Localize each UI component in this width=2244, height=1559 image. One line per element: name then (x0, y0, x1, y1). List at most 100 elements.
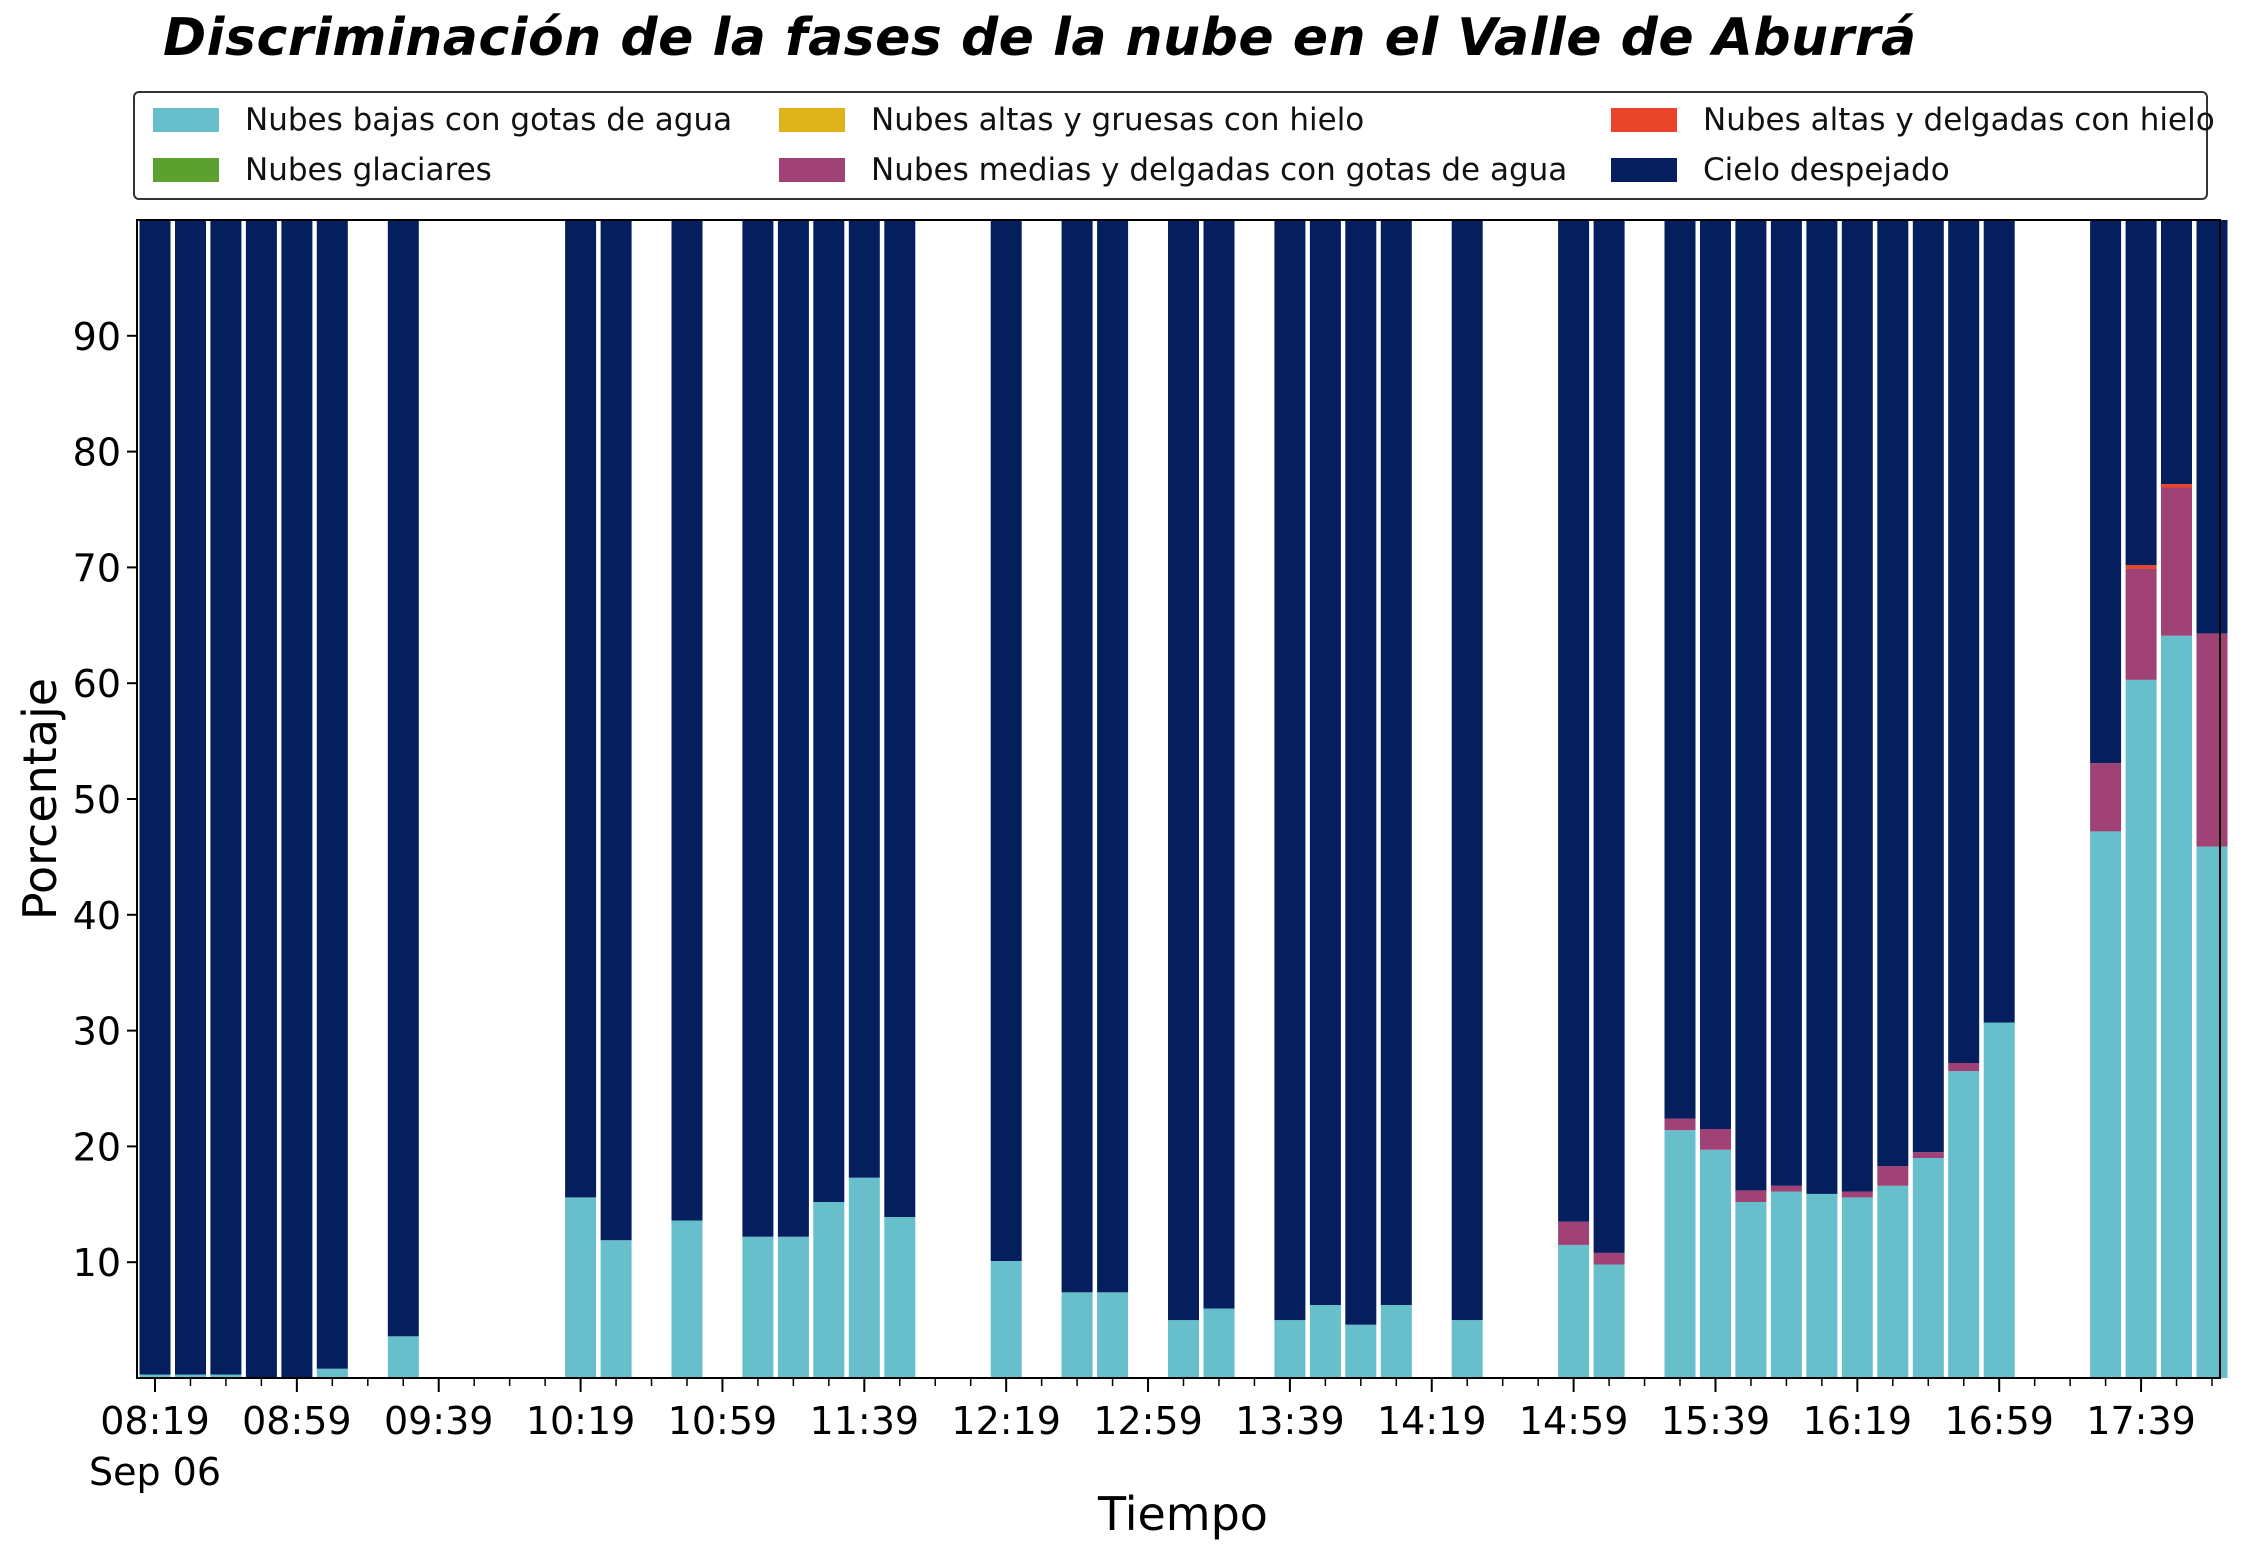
x-tick-label: 17:39 (2086, 1399, 2196, 1443)
y-tick-label: 50 (73, 778, 121, 822)
bar-segment (1912, 220, 1944, 1153)
x-tick-label: 10:19 (526, 1399, 636, 1443)
bar-segment (600, 1240, 632, 1378)
bar-segment (210, 220, 242, 1375)
bar-segment (1664, 1130, 1696, 1378)
x-tick-label: 09:39 (384, 1399, 494, 1443)
bar-segment (742, 1236, 774, 1378)
bar-segment (1841, 220, 1873, 1192)
bar-segment (2125, 679, 2157, 1378)
bar-segment (2196, 633, 2228, 847)
legend-item-cielo-despejado: Cielo despejado (1611, 150, 1950, 190)
bar-segment (1770, 1191, 1802, 1378)
bar-segment (281, 220, 313, 1378)
bar-segment (848, 1177, 880, 1378)
bar-segment (671, 220, 703, 1221)
legend-label: Nubes bajas con gotas de agua (245, 102, 733, 138)
y-axis: 10 20 30 40 50 60 70 80 90 (73, 315, 137, 1285)
bar-segment (316, 1368, 348, 1378)
bar-segment (1948, 220, 1980, 1063)
bar-segment (2125, 220, 2157, 566)
bar-segment (1770, 1185, 1802, 1192)
x-tick-label: 16:59 (1944, 1399, 2054, 1443)
bar-segment (139, 220, 171, 1375)
bar-segment (1877, 220, 1909, 1167)
bar-segment (1877, 1185, 1909, 1378)
bar-segment (1806, 220, 1838, 1194)
y-tick-label: 40 (73, 894, 121, 938)
bar-segment (671, 1220, 703, 1378)
bar-segment (1558, 1244, 1590, 1378)
x-tick-label: 11:39 (810, 1399, 920, 1443)
legend-label: Nubes medias y delgadas con gotas de agu… (871, 152, 1568, 188)
legend-item-nubes-altas-delgadas: Nubes altas y delgadas con hielo (1611, 100, 2215, 140)
bar-segment (1168, 220, 1199, 1321)
bar-segment (777, 1236, 809, 1378)
x-axis: 08:19 08:59 09:39 10:19 10:59 11:39 12:19 12:59… (89, 1378, 2213, 1494)
bar-segment (884, 1217, 916, 1378)
bar-segment (2090, 763, 2122, 832)
x-tick-label: 12:19 (951, 1399, 1061, 1443)
bar-segment (1451, 1320, 1483, 1378)
bar-segment (2161, 484, 2192, 488)
bar-segment (1664, 220, 1696, 1119)
bar-segment (1700, 1149, 1731, 1378)
bar-segment (600, 220, 632, 1241)
bar-segment (175, 1374, 206, 1378)
bar-segment (1948, 1063, 1980, 1072)
legend-label: Nubes altas y gruesas con hielo (871, 102, 1365, 138)
y-tick-label: 30 (73, 1010, 121, 1054)
legend-label: Nubes altas y delgadas con hielo (1703, 102, 2215, 138)
x-tick-label: 16:19 (1803, 1399, 1913, 1443)
bar-segment (1061, 1292, 1093, 1378)
x-tick-label: 10:59 (668, 1399, 778, 1443)
bar-segment (2090, 220, 2122, 764)
bar-segment (565, 220, 597, 1198)
x-tick-label: 12:59 (1093, 1399, 1203, 1443)
bar-segment (245, 220, 277, 1378)
bar-segment (1097, 220, 1129, 1293)
legend-swatch (1611, 108, 1677, 132)
bar-segment (1735, 1202, 1767, 1378)
bar-segment (2125, 565, 2157, 569)
bar-segment (210, 1374, 242, 1378)
x-axis-label: Tiempo (1097, 1487, 1268, 1541)
bar-segment (813, 220, 845, 1202)
bar-segment (1345, 220, 1377, 1325)
bar-segment (1380, 220, 1412, 1305)
y-axis-label: Porcentaje (13, 678, 67, 920)
bar-segment (1451, 220, 1483, 1321)
bar-segment (1593, 1252, 1625, 1265)
y-tick-label: 20 (73, 1125, 121, 1169)
bar-segment (1700, 220, 1731, 1129)
bar-segment (565, 1197, 597, 1378)
bar-segment (1877, 1166, 1909, 1186)
bar-segment (1770, 220, 1802, 1186)
y-tick-label: 10 (73, 1241, 121, 1285)
x-tick-sublabel: Sep 06 (89, 1450, 221, 1494)
bar-segment (1948, 1071, 1980, 1378)
bar-segment (884, 220, 916, 1217)
x-tick-label: 08:59 (242, 1399, 352, 1443)
bar-segment (1203, 1308, 1235, 1378)
bar-segment (1841, 1191, 1873, 1198)
bar-segment (1806, 1193, 1838, 1378)
legend-swatch (779, 158, 845, 182)
bar-segment (813, 1202, 845, 1378)
bar-segment (1841, 1197, 1873, 1378)
legend-label: Nubes glaciares (245, 152, 492, 188)
x-tick-label: 13:39 (1235, 1399, 1345, 1443)
bar-segment (1380, 1305, 1412, 1378)
bar-segment (1558, 1221, 1590, 1245)
x-tick-label: 15:39 (1661, 1399, 1771, 1443)
legend-item-nubes-medias-delgadas: Nubes medias y delgadas con gotas de agu… (779, 150, 1567, 190)
bar-segment (1983, 1022, 2015, 1378)
x-tick-label: 14:19 (1377, 1399, 1487, 1443)
bar-segment (1345, 1324, 1377, 1378)
bar-segment (990, 220, 1022, 1261)
bar-segment (1912, 1158, 1944, 1378)
bar-segment (1168, 1320, 1199, 1378)
bar-segment (1593, 220, 1625, 1253)
legend-item-nubes-altas-gruesas: Nubes altas y gruesas con hielo (779, 100, 1364, 140)
